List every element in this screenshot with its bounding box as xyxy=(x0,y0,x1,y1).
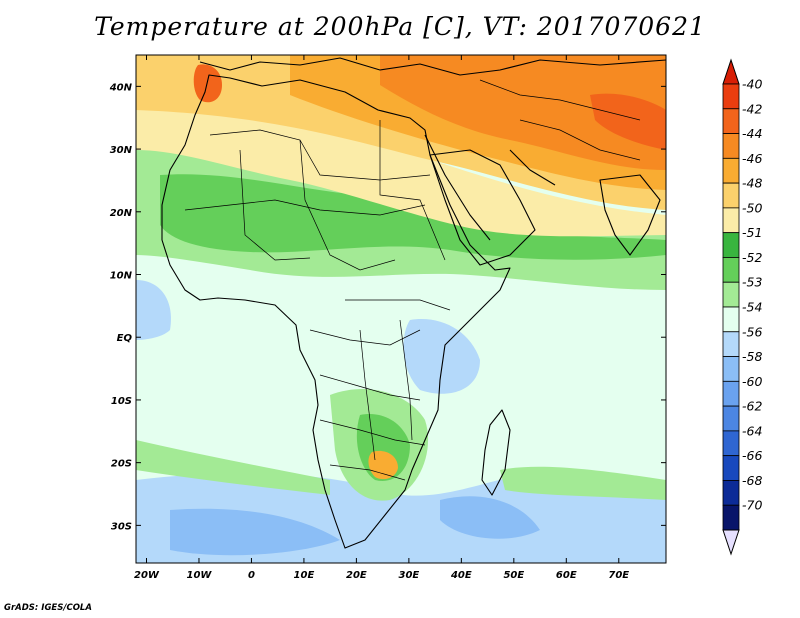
colorbar-bin xyxy=(722,232,740,258)
colorbar-bin xyxy=(722,157,740,184)
colorbar-top-arrow xyxy=(722,58,740,85)
colorbar-bin xyxy=(722,207,740,234)
europe-coast xyxy=(199,57,666,76)
colorbar-bin xyxy=(722,405,740,432)
lon-label: 20W xyxy=(134,570,160,581)
colorbar-label: -53 xyxy=(742,275,762,290)
colorbar-bin xyxy=(722,281,740,308)
red-orange-patch xyxy=(590,93,666,150)
lat-label: 30N xyxy=(110,145,133,156)
colorbar-bin xyxy=(722,430,740,457)
colorbar-bin xyxy=(722,480,740,506)
lat-label: 20S xyxy=(111,459,132,470)
colorbar-bin xyxy=(722,380,740,407)
lat-label: 20N xyxy=(110,208,133,219)
colorbar-bin xyxy=(722,182,740,209)
plot-frame xyxy=(135,54,667,564)
colorbar-bin xyxy=(722,356,740,382)
colorbar-label: -62 xyxy=(742,399,762,414)
lon-label: 50E xyxy=(503,570,524,581)
colorbar-bin xyxy=(722,455,740,481)
colorbar-label: -40 xyxy=(742,77,762,92)
persian-gulf xyxy=(509,149,556,186)
map-plot-area xyxy=(136,55,666,563)
red-orange-patch-west xyxy=(193,64,222,103)
grads-credit: GrADS: IGES/COLA xyxy=(4,603,92,613)
colorbar-bin xyxy=(722,504,740,531)
lat-label: 10S xyxy=(111,396,132,407)
lat-label: 40N xyxy=(109,82,133,93)
colorbar-bin xyxy=(722,331,740,357)
colorbar-label: -64 xyxy=(742,423,762,438)
lon-label: 30E xyxy=(398,570,419,581)
lon-label: 70E xyxy=(608,570,629,581)
red-sea xyxy=(424,134,491,241)
colorbar-bin xyxy=(722,108,740,134)
blue-atlantic-patch xyxy=(136,280,171,340)
arabian-peninsula xyxy=(429,149,536,266)
map-title: Temperature at 200hPa [C], VT: 201707062… xyxy=(94,12,706,41)
colorbar-label: -48 xyxy=(742,176,762,191)
colorbar-label: -52 xyxy=(742,250,762,265)
green-south-atlantic-band xyxy=(136,440,330,495)
green-madagascar-east xyxy=(500,466,666,500)
lon-label: 10W xyxy=(186,570,212,581)
colorbar-label: -42 xyxy=(742,101,762,116)
lon-label: 60E xyxy=(556,570,577,581)
orange-southern-africa xyxy=(368,450,398,480)
colorbar-label: -50 xyxy=(742,200,762,215)
colorbar-label: -54 xyxy=(742,300,762,315)
yellow-region xyxy=(136,109,666,237)
lon-label: 20E xyxy=(346,570,367,581)
colorbar-label: -58 xyxy=(742,349,762,364)
colorbar-label: -60 xyxy=(742,374,762,389)
longitude-axis: 20W 10W 0 10E 20E 30E 40E 50E 60E 70E xyxy=(134,55,629,581)
lon-label: 40E xyxy=(450,570,472,581)
mid-blue-south-east xyxy=(440,496,540,539)
madagascar xyxy=(481,409,511,496)
colorbar-label: -68 xyxy=(742,473,762,488)
latitude-axis: 40N 30N 20N 10N EQ 10S 20S 30S xyxy=(109,82,666,532)
lat-label: EQ xyxy=(117,333,133,344)
coastlines xyxy=(161,57,666,549)
colorbar-label: -46 xyxy=(742,151,762,166)
colorbar-label: -56 xyxy=(742,324,762,339)
india xyxy=(599,174,661,256)
colorbar-label: -66 xyxy=(742,448,762,463)
colorbar-label: -70 xyxy=(742,498,762,513)
lat-label: 10N xyxy=(110,271,133,282)
mid-blue-south xyxy=(170,508,340,556)
lon-label: 0 xyxy=(248,570,255,581)
colorbar-bin xyxy=(722,133,740,159)
dark-green-band xyxy=(160,174,666,260)
blue-east-africa xyxy=(403,319,480,394)
colorbar-bin xyxy=(722,83,740,110)
colorbar-bin xyxy=(722,306,740,333)
lat-label: 30S xyxy=(111,521,132,532)
dark-orange-region xyxy=(380,55,666,170)
colorbar: -40 -42 -44 -46 -48 -50 -51 -52 -53 -54 -56 -58 -60 -… xyxy=(722,58,762,556)
country-borders xyxy=(184,79,641,481)
colorbar-label: -51 xyxy=(742,225,762,240)
colorbar-bin xyxy=(722,257,740,283)
colorbar-bottom-arrow xyxy=(722,529,740,556)
lon-label: 10E xyxy=(294,570,315,581)
colorbar-label: -44 xyxy=(742,126,762,141)
